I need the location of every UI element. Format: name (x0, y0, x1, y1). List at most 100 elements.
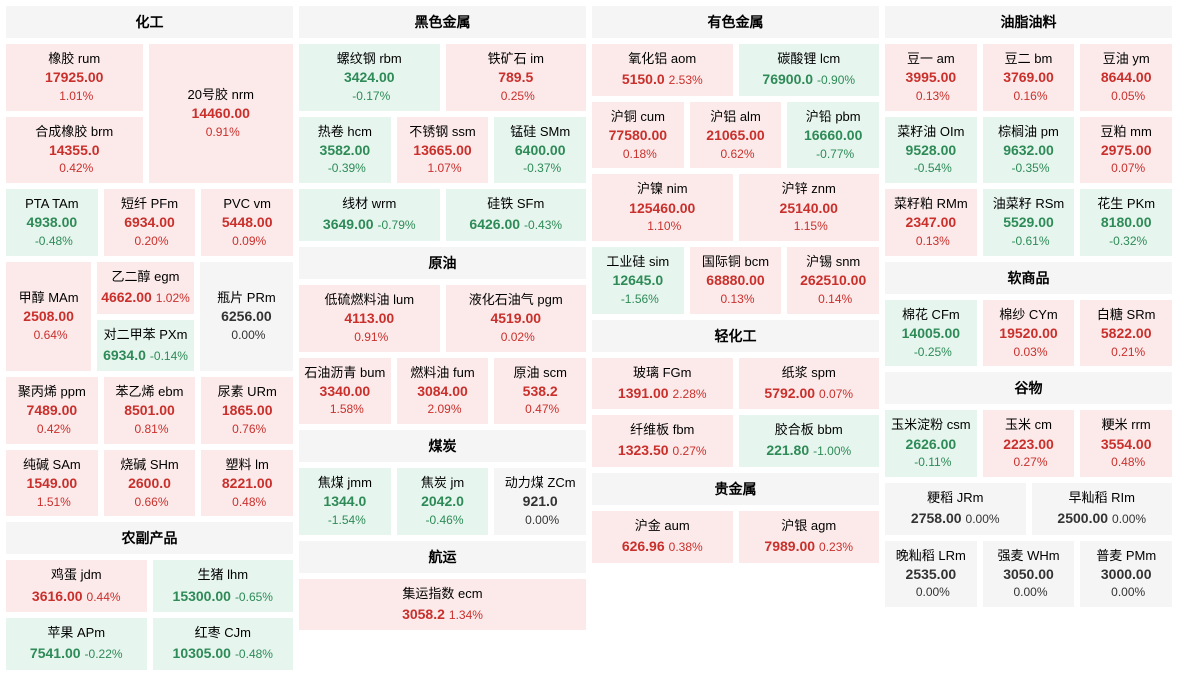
cell-values: 10305.00-0.48% (157, 644, 290, 664)
treemap-cell[interactable]: 液化石油气 pgm4519.000.02% (446, 285, 587, 352)
treemap-cell[interactable]: 苹果 APm7541.00-0.22% (6, 618, 147, 670)
treemap-cell[interactable]: 粳稻 JRm 2758.000.00% (885, 483, 1026, 535)
treemap-cell[interactable]: 工业硅 sim12645.0-1.56% (592, 247, 684, 314)
treemap-cell[interactable]: 低硫燃料油 lum4113.000.91% (299, 285, 440, 352)
cell-name: 粳稻 JRm (889, 489, 1022, 507)
treemap-cell[interactable]: 瓶片 PRm6256.000.00% (200, 262, 293, 372)
treemap-cell[interactable]: 强麦 WHm3050.000.00% (983, 541, 1075, 608)
treemap-cell[interactable]: 沪铅 pbm16660.00-0.77% (787, 102, 879, 169)
treemap-cell[interactable]: 对二甲苯 PXm6934.0-0.14% (97, 320, 194, 372)
treemap-cell[interactable]: 不锈钢 ssm13665.001.07% (397, 117, 489, 184)
cell-values: 221.80-1.00% (743, 441, 876, 461)
treemap-cell[interactable]: 纤维板 fbm1323.500.27% (592, 415, 733, 467)
row: 纯碱 SAm1549.001.51%烧碱 SHm2600.00.66%塑料 lm… (6, 450, 293, 517)
row: 玻璃 FGm1391.002.28%纸浆 spm5792.000.07% (592, 358, 879, 410)
treemap-cell[interactable]: 豆粕 mm2975.000.07% (1080, 117, 1172, 184)
treemap-cell[interactable]: PVC vm5448.000.09% (201, 189, 293, 256)
treemap-cell[interactable]: 20号胶 nrm14460.000.91% (149, 44, 294, 183)
row: PTA TAm4938.00-0.48%短纤 PFm6934.000.20%PV… (6, 189, 293, 256)
treemap-cell[interactable]: 锰硅 SMm6400.00-0.37% (494, 117, 586, 184)
treemap-cell[interactable]: 普麦 PMm3000.000.00% (1080, 541, 1172, 608)
treemap-cell[interactable]: 豆一 am3995.000.13% (885, 44, 977, 111)
cell-name: 燃料油 fum (401, 364, 485, 382)
treemap-cell[interactable]: 乙二醇 egm4662.001.02% (97, 262, 194, 314)
section-title-crude: 原油 (299, 247, 586, 279)
section-title-coal: 煤炭 (299, 430, 586, 462)
cell-name: 不锈钢 ssm (401, 123, 485, 141)
treemap-cell[interactable]: 线材 wrm3649.00-0.79% (299, 189, 440, 241)
treemap-cell[interactable]: 合成橡胶 brm14355.00.42% (6, 117, 143, 184)
treemap-cell[interactable]: 烧碱 SHm2600.00.66% (104, 450, 196, 517)
treemap-cell[interactable]: 燃料油 fum3084.002.09% (397, 358, 489, 425)
treemap-cell[interactable]: 焦煤 jmm1344.0-1.54% (299, 468, 391, 535)
treemap-cell[interactable]: 纸浆 spm5792.000.07% (739, 358, 880, 410)
treemap-cell[interactable]: 晚籼稻 LRm2535.000.00% (885, 541, 977, 608)
treemap-cell[interactable]: 油菜籽 RSm5529.00-0.61% (983, 189, 1075, 256)
treemap-cell[interactable]: 白糖 SRm5822.000.21% (1080, 300, 1172, 367)
row: 焦煤 jmm1344.0-1.54%焦炭 jm2042.0-0.46%动力煤 Z… (299, 468, 586, 535)
treemap-cell[interactable]: 鸡蛋 jdm3616.000.44% (6, 560, 147, 612)
treemap-cell[interactable]: 豆二 bm3769.000.16% (983, 44, 1075, 111)
treemap-cell[interactable]: 沪金 aum626.960.38% (592, 511, 733, 563)
treemap-cell[interactable]: 玉米 cm2223.000.27% (983, 410, 1075, 477)
cell-name: 铁矿石 im (450, 50, 583, 68)
row: 线材 wrm3649.00-0.79%硅铁 SFm6426.00-0.43% (299, 189, 586, 241)
treemap-cell[interactable]: 短纤 PFm6934.000.20% (104, 189, 196, 256)
treemap-cell[interactable]: 热卷 hcm3582.00-0.39% (299, 117, 391, 184)
treemap-cell[interactable]: 花生 PKm8180.00-0.32% (1080, 189, 1172, 256)
treemap-cell[interactable]: 胶合板 bbm221.80-1.00% (739, 415, 880, 467)
treemap-cell[interactable]: 棉花 CFm14005.00-0.25% (885, 300, 977, 367)
row: 螺纹钢 rbm3424.00-0.17%铁矿石 im789.50.25% (299, 44, 586, 111)
treemap-cell[interactable]: 原油 scm538.20.47% (494, 358, 586, 425)
treemap-cell[interactable]: 红枣 CJm 10305.00-0.48% (153, 618, 294, 670)
treemap-cell[interactable]: 甲醇 MAm2508.000.64% (6, 262, 91, 372)
row: 粳稻 JRm 2758.000.00% 早籼稻 RIm2500.000.00% (885, 483, 1172, 535)
treemap-cell[interactable]: 聚丙烯 ppm7489.000.42% (6, 377, 98, 444)
treemap-cell[interactable]: 玉米淀粉 csm2626.00-0.11% (885, 410, 977, 477)
treemap-cell[interactable]: 苯乙烯 ebm8501.000.81% (104, 377, 196, 444)
row: 石油沥青 bum3340.001.58%燃料油 fum3084.002.09%原… (299, 358, 586, 425)
treemap-cell[interactable]: 动力煤 ZCm921.00.00% (494, 468, 586, 535)
treemap-cell[interactable]: 棉纱 CYm19520.000.03% (983, 300, 1075, 367)
treemap-cell[interactable]: PTA TAm4938.00-0.48% (6, 189, 98, 256)
treemap-cell[interactable]: 硅铁 SFm6426.00-0.43% (446, 189, 587, 241)
treemap-cell[interactable]: 沪铜 cum77580.000.18% (592, 102, 684, 169)
treemap-cell[interactable]: 塑料 lm8221.000.48% (201, 450, 293, 517)
treemap-cell[interactable]: 沪铝 alm21065.000.62% (690, 102, 782, 169)
treemap-cell[interactable]: 尿素 URm1865.000.76% (201, 377, 293, 444)
cell-name: 甲醇 MAm (10, 289, 87, 307)
column-3: 油脂油料豆一 am3995.000.13%豆二 bm3769.000.16%豆油… (885, 6, 1172, 670)
row: 晚籼稻 LRm2535.000.00%强麦 WHm3050.000.00%普麦 … (885, 541, 1172, 608)
treemap-cell[interactable]: 棕榈油 pm9632.00-0.35% (983, 117, 1075, 184)
treemap-cell[interactable]: 氧化铝 aom5150.02.53% (592, 44, 733, 96)
cell-values: 2758.000.00% (889, 509, 1022, 529)
treemap-cell[interactable]: 石油沥青 bum3340.001.58% (299, 358, 391, 425)
treemap-cell[interactable]: 橡胶 rum17925.001.01% (6, 44, 143, 111)
treemap-cell[interactable]: 集运指数 ecm3058.21.34% (299, 579, 586, 631)
treemap-cell[interactable]: 菜籽油 OIm9528.00-0.54% (885, 117, 977, 184)
treemap-cell[interactable]: 菜籽粕 RMm2347.000.13% (885, 189, 977, 256)
treemap-cell[interactable]: 豆油 ym8644.000.05% (1080, 44, 1172, 111)
treemap-cell[interactable]: 生猪 lhm15300.00-0.65% (153, 560, 294, 612)
treemap-cell[interactable]: 螺纹钢 rbm3424.00-0.17% (299, 44, 440, 111)
cell-name: 红枣 CJm (157, 624, 290, 642)
treemap-cell[interactable]: 早籼稻 RIm2500.000.00% (1032, 483, 1173, 535)
treemap-cell[interactable]: 碳酸锂 lcm76900.0-0.90% (739, 44, 880, 96)
cell-name: 苹果 APm (10, 624, 143, 642)
treemap-cell[interactable]: 粳米 rrm3554.000.48% (1080, 410, 1172, 477)
column-0: 化工橡胶 rum17925.001.01%合成橡胶 brm14355.00.42… (6, 6, 293, 670)
treemap-cell[interactable]: 沪银 agm7989.000.23% (739, 511, 880, 563)
cell-name: 玻璃 FGm (596, 364, 729, 382)
treemap-cell[interactable]: 沪镍 nim125460.001.10% (592, 174, 733, 241)
treemap-cell[interactable]: 铁矿石 im789.50.25% (446, 44, 587, 111)
section-title-precious: 贵金属 (592, 473, 879, 505)
treemap-cell[interactable]: 玻璃 FGm1391.002.28% (592, 358, 733, 410)
treemap-cell[interactable]: 国际铜 bcm68880.000.13% (690, 247, 782, 314)
treemap-cell[interactable]: 沪锌 znm25140.001.15% (739, 174, 880, 241)
cell-name: 国际铜 bcm (694, 253, 778, 271)
row: 沪镍 nim125460.001.10%沪锌 znm25140.001.15% (592, 174, 879, 241)
treemap-cell[interactable]: 纯碱 SAm1549.001.51% (6, 450, 98, 517)
cell-name: 普麦 PMm (1084, 547, 1168, 565)
treemap-cell[interactable]: 焦炭 jm2042.0-0.46% (397, 468, 489, 535)
treemap-cell[interactable]: 沪锡 snm262510.000.14% (787, 247, 879, 314)
